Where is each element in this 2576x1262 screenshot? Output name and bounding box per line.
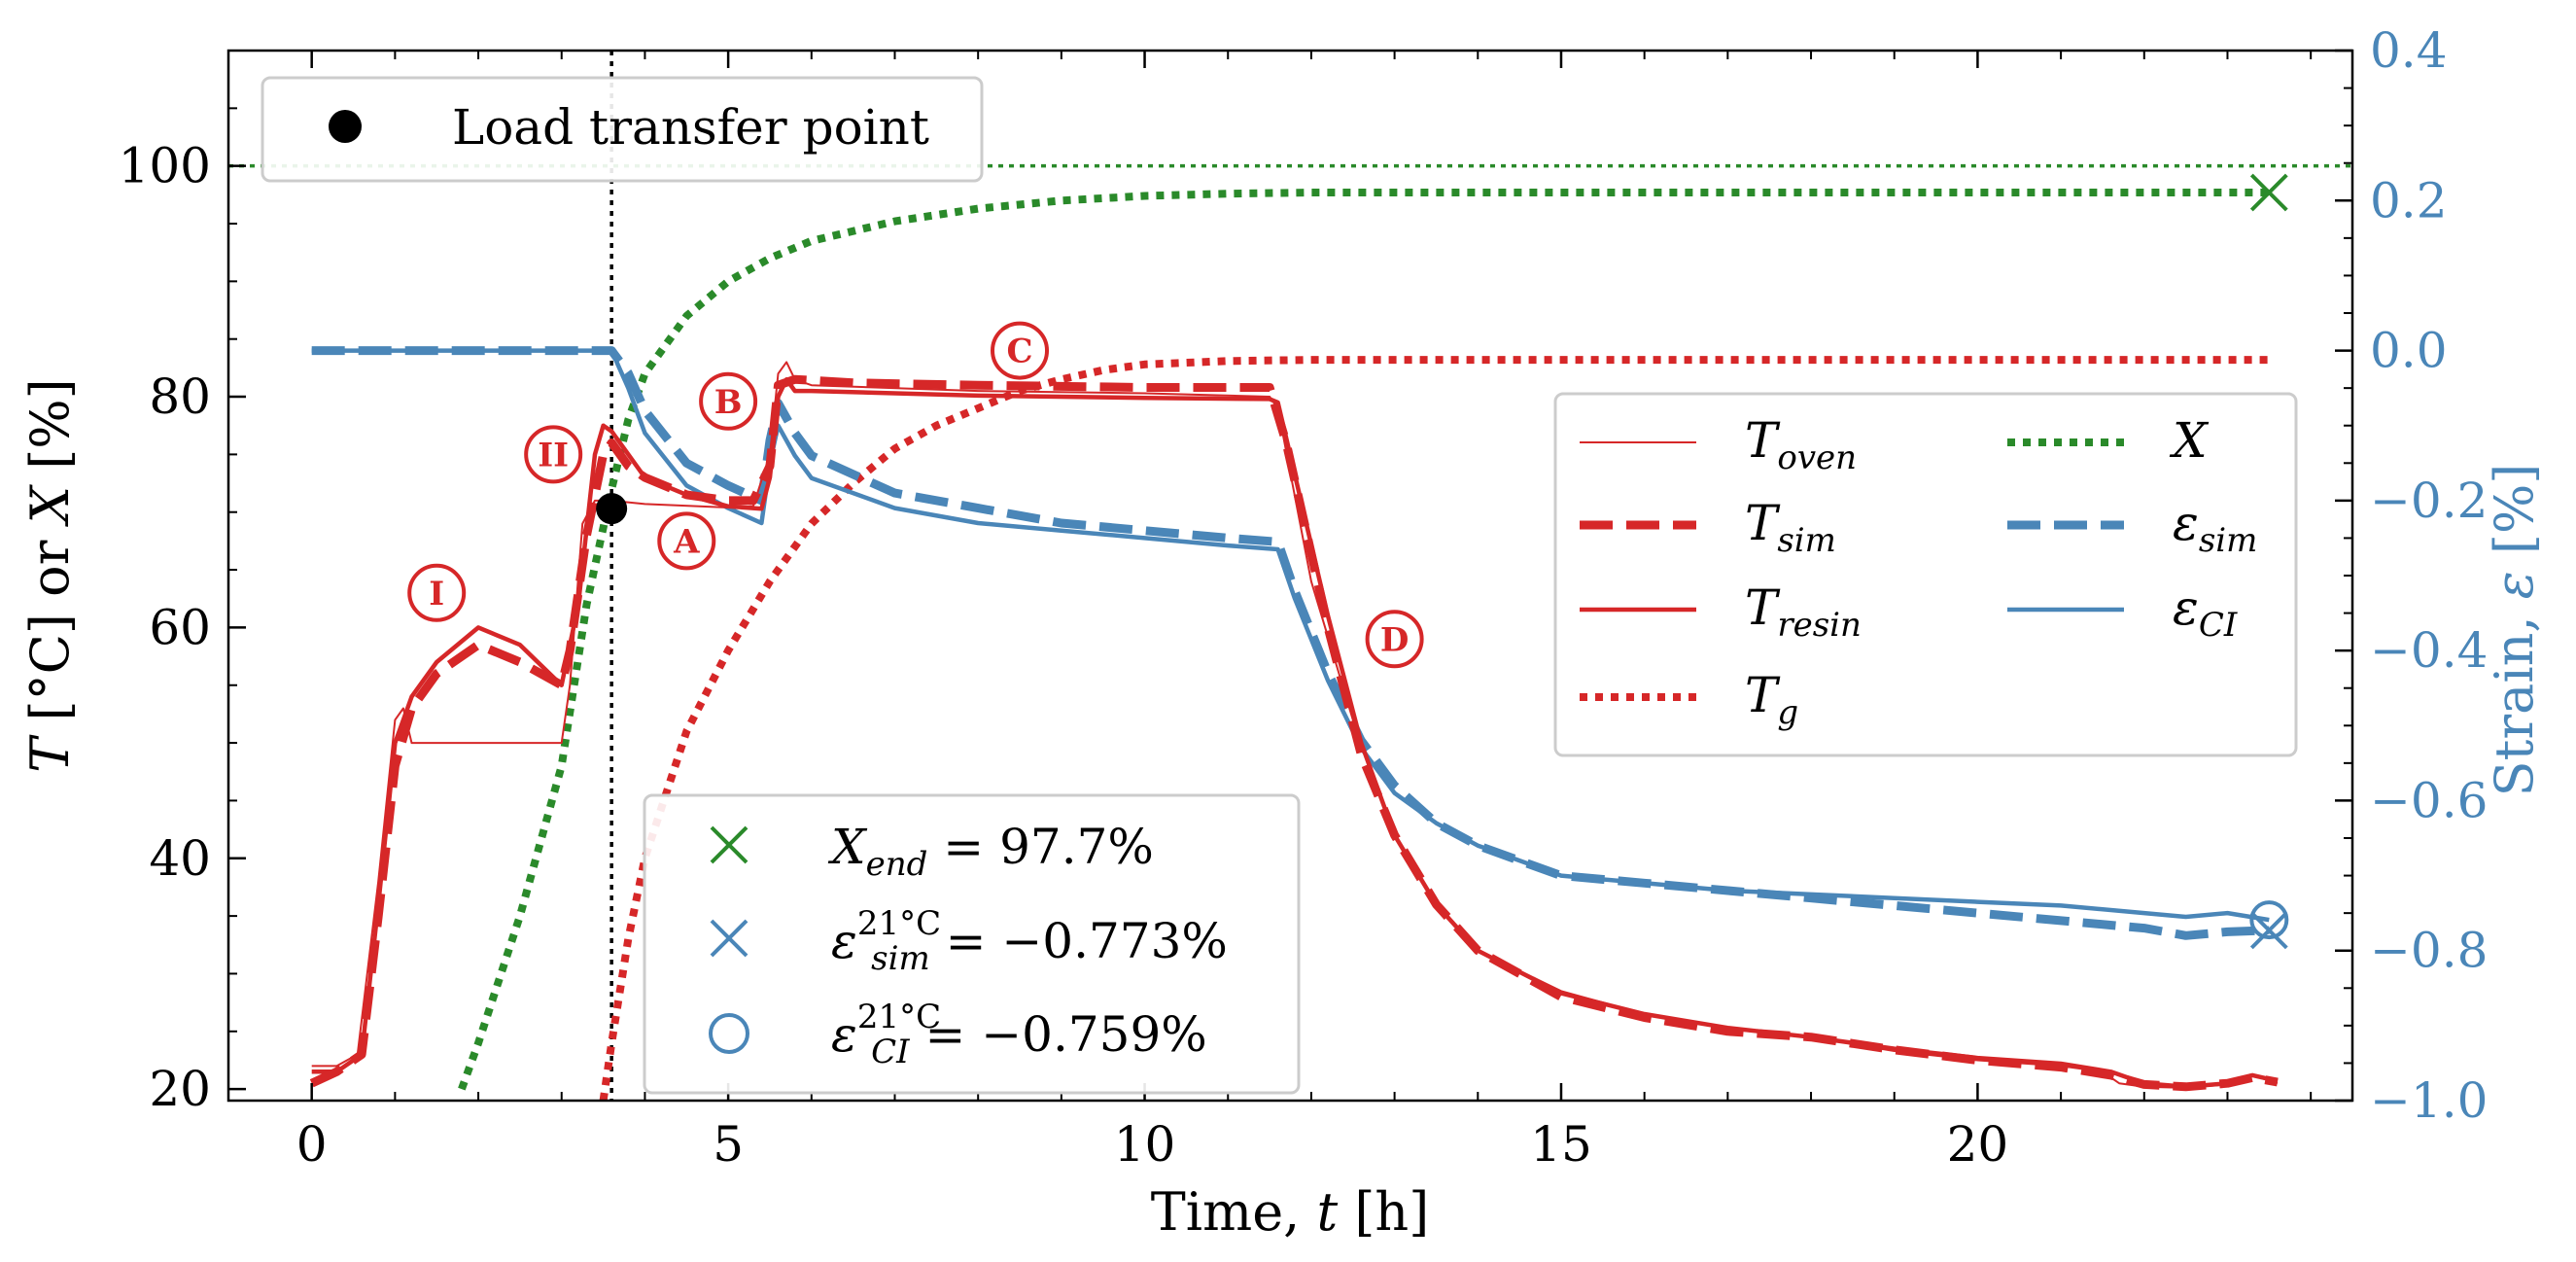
legend-box bbox=[1553, 392, 2298, 757]
annotation-circle bbox=[991, 321, 1050, 380]
marker-x-end bbox=[2249, 173, 2288, 212]
y-right-axis-title: Strain, ε [%] bbox=[2484, 464, 2545, 797]
annotation-circle bbox=[407, 563, 467, 622]
series-x bbox=[458, 189, 2270, 1091]
series-eps-ci bbox=[311, 348, 2270, 923]
y-left-tick-label: 40 bbox=[149, 830, 211, 887]
series-layer bbox=[309, 189, 2279, 1101]
y-right-tick-label: −1.0 bbox=[2370, 1072, 2488, 1129]
annotation-circle bbox=[524, 425, 583, 484]
legend-label-eps-ci: εCI bbox=[2173, 579, 2238, 645]
legend-label-t-resin: Tresin bbox=[1745, 579, 1862, 645]
y-left-tick-label: 80 bbox=[149, 368, 211, 425]
marker-load-transfer-point bbox=[596, 493, 628, 525]
y-right-tick-label: −0.6 bbox=[2370, 772, 2488, 828]
y-left-tick-label: 100 bbox=[119, 138, 211, 194]
annotation-label: A bbox=[673, 522, 700, 561]
legend-label-load-transfer: Load transfer point bbox=[452, 99, 929, 156]
annotation-label: B bbox=[714, 383, 743, 422]
y-right-tick-label: 0.0 bbox=[2370, 323, 2448, 379]
marker-eps-sim-end bbox=[2249, 911, 2288, 950]
tick-layer: 0 5 10 15 20 20 40 60 80 100 −1.0 −0.8 −0.6 −0.4 −0.2 0… bbox=[119, 22, 2489, 1173]
annotation-i: I bbox=[407, 563, 467, 622]
annotation-label: C bbox=[1006, 333, 1032, 371]
legend-results: Xend = 97.7% ε21°C sim = −0.773% ε21°C CI … bbox=[643, 793, 1301, 1095]
y-right-tick-label: −0.4 bbox=[2370, 622, 2488, 679]
legend-label-eps-ci-end: ε21°C CI = −0.759% bbox=[831, 998, 1207, 1071]
x-tick-label: 10 bbox=[1114, 1116, 1176, 1173]
x-tick-label: 20 bbox=[1947, 1116, 2009, 1173]
x-tick-label: 15 bbox=[1530, 1116, 1592, 1173]
y-right-tick-label: −0.2 bbox=[2370, 473, 2488, 529]
x-axis-title: Time, t [h] bbox=[1151, 1181, 1430, 1243]
legend-series: Toven Tsim Tresin Tg X εsim εCI bbox=[1553, 392, 2298, 757]
legend-box bbox=[261, 76, 984, 183]
annotation-circle bbox=[699, 371, 758, 431]
annotation-d: D bbox=[1365, 610, 1424, 669]
legend-marker-x-end bbox=[710, 825, 748, 864]
marker-eps-ci-end bbox=[2249, 900, 2289, 940]
legend-marker-eps-ci-end bbox=[709, 1013, 749, 1054]
legend-box bbox=[643, 793, 1301, 1095]
y-left-tick-label: 60 bbox=[149, 599, 211, 655]
annotation-c: C bbox=[991, 321, 1050, 380]
legend-label-x-end: Xend = 97.7% bbox=[827, 819, 1154, 884]
legend-marker-load-transfer bbox=[329, 110, 362, 143]
y-left-tick-label: 20 bbox=[149, 1061, 211, 1117]
annotation-label: II bbox=[538, 436, 569, 474]
annotation-a: A bbox=[657, 511, 716, 571]
annotation-b: B bbox=[699, 371, 758, 431]
legend-label-eps-sim: εsim bbox=[2173, 495, 2257, 560]
y-left-axis-title: T [°C] or X [%] bbox=[19, 378, 81, 772]
x-tick-label: 5 bbox=[713, 1116, 744, 1173]
annotation-circle bbox=[1365, 610, 1424, 669]
legend-label-t-sim: Tsim bbox=[1745, 495, 1836, 560]
marker-layer bbox=[596, 173, 2289, 950]
legend-label-t-g: Tg bbox=[1745, 667, 1798, 732]
legend-load-transfer: Load transfer point bbox=[261, 76, 984, 183]
series-t-oven bbox=[311, 361, 2279, 1089]
annotation-circle bbox=[657, 511, 716, 571]
y-right-tick-label: −0.8 bbox=[2370, 923, 2488, 979]
y-right-tick-label: 0.2 bbox=[2370, 172, 2448, 228]
annotation-ii: II bbox=[524, 425, 583, 484]
annotation-label: I bbox=[429, 575, 444, 613]
legend-label-eps-sim-end: ε21°C sim = −0.773% bbox=[831, 904, 1228, 978]
series-t-sim bbox=[309, 374, 2279, 1092]
legend-label-t-oven: Toven bbox=[1745, 412, 1857, 477]
x-tick-label: 0 bbox=[296, 1116, 328, 1173]
y-right-tick-label: 0.4 bbox=[2370, 22, 2448, 79]
legend-marker-eps-sim-end bbox=[710, 919, 748, 958]
annotation-label: D bbox=[1380, 620, 1409, 659]
series-eps-sim bbox=[311, 346, 2270, 940]
series-t-g bbox=[599, 356, 2270, 1101]
legend-label-x: X bbox=[2169, 412, 2210, 469]
